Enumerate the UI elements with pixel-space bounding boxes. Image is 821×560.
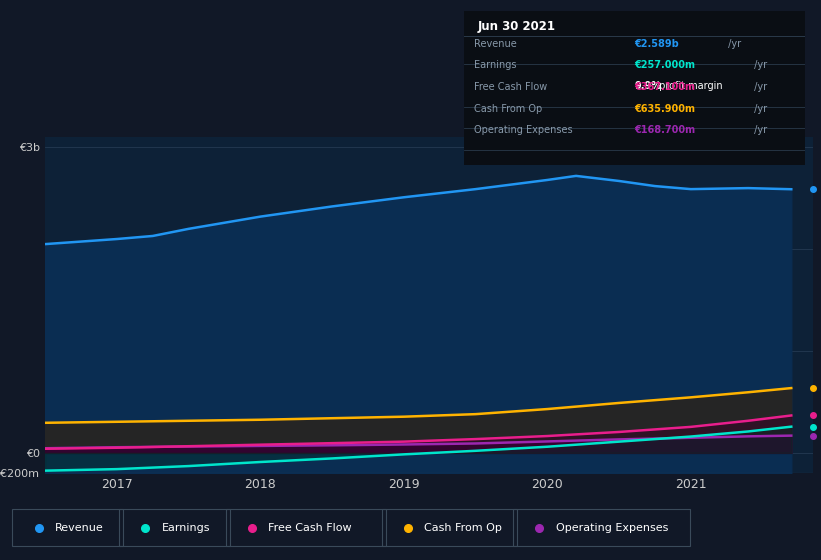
Text: €168.700m: €168.700m	[635, 125, 695, 135]
Text: /yr: /yr	[750, 60, 767, 71]
Text: Earnings: Earnings	[474, 60, 516, 71]
Text: Free Cash Flow: Free Cash Flow	[474, 82, 548, 92]
Text: /yr: /yr	[750, 125, 767, 135]
Text: €635.900m: €635.900m	[635, 104, 695, 114]
Text: /yr: /yr	[725, 39, 741, 49]
Text: €2.589b: €2.589b	[635, 39, 679, 49]
Text: 9.9%: 9.9%	[635, 81, 661, 91]
Text: profit margin: profit margin	[656, 81, 723, 91]
Text: Cash From Op: Cash From Op	[424, 523, 502, 533]
Text: Free Cash Flow: Free Cash Flow	[268, 523, 352, 533]
Text: Cash From Op: Cash From Op	[474, 104, 543, 114]
Text: Operating Expenses: Operating Expenses	[474, 125, 573, 135]
Text: /yr: /yr	[750, 104, 767, 114]
Text: €367.100m: €367.100m	[635, 82, 695, 92]
Text: /yr: /yr	[750, 82, 767, 92]
Text: Revenue: Revenue	[55, 523, 103, 533]
Text: Operating Expenses: Operating Expenses	[556, 523, 668, 533]
Text: €257.000m: €257.000m	[635, 60, 695, 71]
Text: Jun 30 2021: Jun 30 2021	[478, 21, 556, 34]
Text: Revenue: Revenue	[474, 39, 517, 49]
Text: Earnings: Earnings	[162, 523, 210, 533]
